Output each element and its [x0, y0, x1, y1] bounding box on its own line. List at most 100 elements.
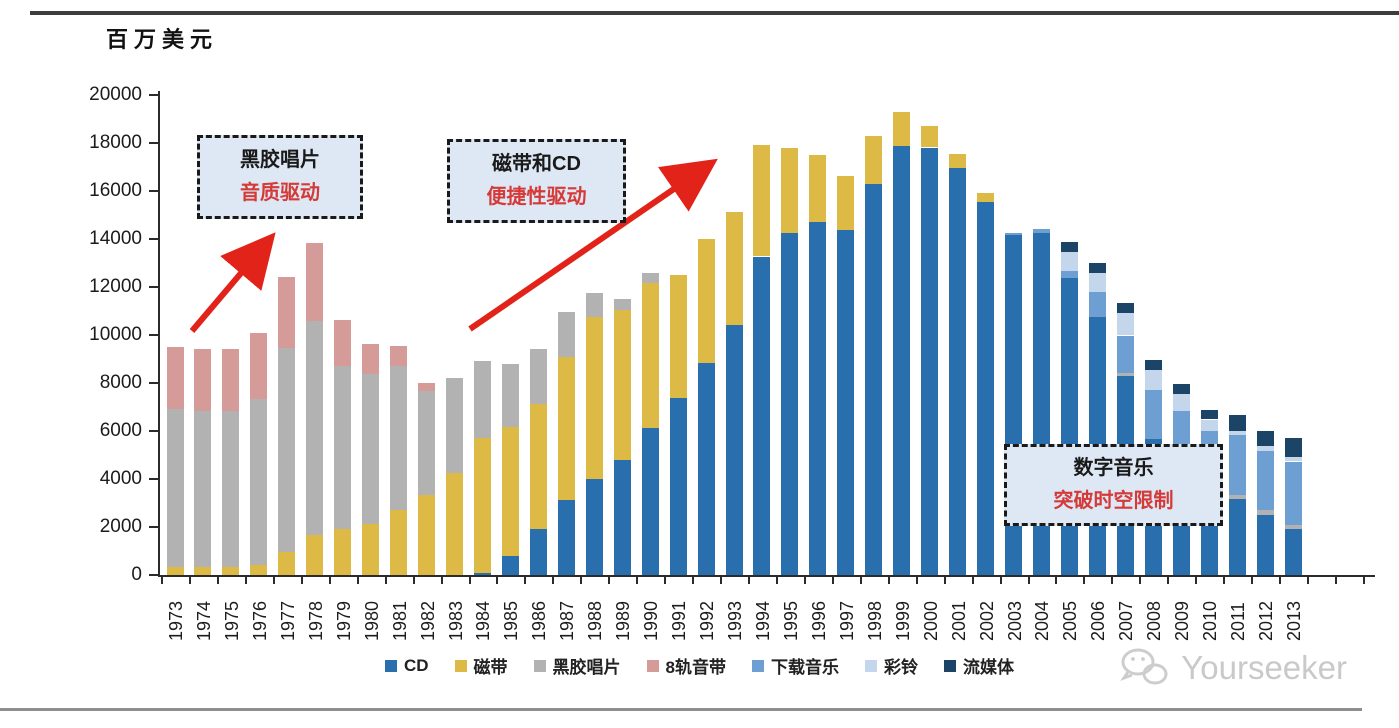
- annotation-title: 数字音乐: [1073, 457, 1154, 479]
- bar-segment: [1228, 499, 1246, 575]
- bar-segment: [641, 273, 659, 284]
- bar-segment: [250, 399, 268, 565]
- x-tick: [608, 577, 611, 584]
- bar-segment: [921, 126, 939, 148]
- bar-segment: [473, 572, 491, 575]
- legend-label: 磁带: [473, 658, 508, 677]
- bar-segment: [1060, 270, 1078, 278]
- x-tick: [692, 577, 695, 584]
- bar-segment: [1228, 494, 1246, 500]
- bar-segment: [1144, 360, 1162, 371]
- y-tick: [149, 190, 158, 192]
- y-tick: [149, 286, 158, 288]
- legend-item: 黑胶唱片: [533, 653, 621, 678]
- bar-segment: [1172, 384, 1190, 395]
- annotation-digital-era: 数字音乐 突破时空限制: [1004, 444, 1223, 526]
- x-tick: [1167, 577, 1170, 584]
- x-tick: [356, 577, 359, 584]
- bar-segment: [1256, 430, 1274, 447]
- bar-segment: [1284, 525, 1302, 530]
- bar-segment: [781, 147, 799, 233]
- bar-segment: [1116, 313, 1134, 336]
- legend-label: 下载音乐: [771, 658, 840, 677]
- bar-segment: [557, 499, 575, 575]
- y-tick-label: 6000: [99, 420, 142, 441]
- bar-segment: [809, 155, 827, 222]
- bar-segment: [697, 362, 715, 575]
- bar-segment: [921, 147, 939, 575]
- bar-segment: [1144, 390, 1162, 440]
- top-border-line: [30, 11, 1399, 15]
- y-tick-label: 16000: [89, 180, 142, 201]
- bar-segment: [1060, 241, 1078, 252]
- annotation-title: 磁带和CD: [492, 153, 581, 175]
- bar-segment: [194, 410, 212, 567]
- x-tick: [1111, 577, 1114, 584]
- y-axis: [158, 91, 160, 577]
- bottom-border-line: [0, 708, 1362, 711]
- bar-segment: [390, 345, 408, 366]
- bar-segment: [753, 256, 771, 575]
- bar-segment: [613, 298, 631, 310]
- legend-swatch: [533, 659, 546, 672]
- y-tick-label: 12000: [89, 276, 142, 297]
- bar-segment: [418, 494, 435, 575]
- convenience-trend-arrow: [468, 158, 718, 332]
- legend-swatch: [454, 659, 467, 672]
- bar-segment: [893, 112, 911, 146]
- x-tick: [748, 577, 750, 584]
- bar-segment: [865, 183, 883, 575]
- y-tick: [149, 574, 158, 576]
- x-tick: [803, 577, 806, 584]
- legend-swatch: [944, 659, 957, 672]
- x-tick: [1083, 577, 1086, 584]
- x-tick: [328, 577, 331, 584]
- legend-item: CD: [384, 653, 429, 678]
- y-tick-label: 18000: [89, 132, 142, 153]
- x-tick: [636, 577, 639, 584]
- bar-segment: [1144, 370, 1162, 391]
- y-tick: [149, 526, 158, 528]
- bar-segment: [1088, 263, 1106, 274]
- quality-trend-arrow: [189, 232, 276, 333]
- y-tick-label: 8000: [99, 372, 142, 393]
- bar-segment: [641, 283, 659, 429]
- bar-segment: [1284, 461, 1302, 526]
- bar-segment: [222, 410, 240, 567]
- y-tick-label: 0: [131, 564, 142, 585]
- x-tick: [216, 577, 219, 584]
- x-tick: [272, 577, 275, 584]
- bar-segment: [306, 534, 324, 575]
- bar-segment: [334, 528, 352, 575]
- bar-segment: [1200, 419, 1218, 431]
- legend-item: 8轨音带: [646, 653, 726, 678]
- legend-swatch: [384, 659, 397, 672]
- y-tick: [149, 430, 158, 432]
- bar-segment: [1228, 431, 1246, 435]
- bar-segment: [501, 555, 519, 575]
- bar-segment: [669, 398, 687, 575]
- x-tick: [1139, 577, 1142, 584]
- legend-swatch: [865, 659, 878, 672]
- bar-segment: [865, 135, 883, 184]
- bar-segment: [585, 316, 603, 479]
- legend-label: 彩铃: [884, 658, 919, 677]
- bar-segment: [1005, 233, 1022, 236]
- y-tick: [149, 238, 158, 240]
- bar-segment: [418, 382, 435, 391]
- bar-segment: [893, 145, 911, 575]
- x-tick: [580, 577, 583, 584]
- x-axis: [158, 575, 1375, 577]
- bar-segment: [334, 319, 352, 366]
- bar-segment: [473, 438, 491, 573]
- y-tick: [149, 382, 158, 384]
- x-tick: [244, 577, 247, 584]
- x-tick: [1195, 577, 1198, 584]
- bar-segment: [278, 277, 296, 348]
- annotation-subtitle: 音质驱动: [240, 182, 320, 204]
- legend-label: 黑胶唱片: [552, 658, 621, 677]
- annotation-subtitle: 便捷性驱动: [486, 186, 587, 208]
- bar-segment: [194, 566, 212, 575]
- x-tick: [720, 577, 722, 584]
- bar-segment: [166, 347, 184, 410]
